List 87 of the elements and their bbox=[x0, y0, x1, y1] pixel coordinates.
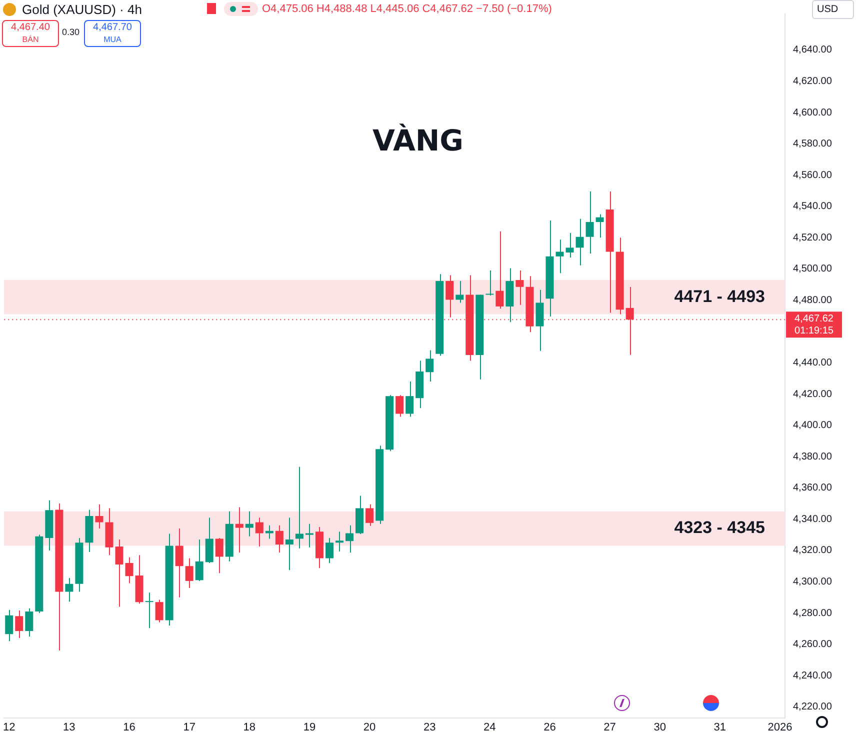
candlestick bbox=[285, 517, 294, 571]
candlestick bbox=[536, 289, 544, 352]
annotation: O4,475.06 H4,488.48 L4,445.06 C4,467.62 −7.50 (−0.17%) bbox=[262, 3, 552, 15]
candlestick bbox=[195, 539, 204, 582]
candlestick bbox=[446, 274, 454, 318]
x-tick-label: 16 bbox=[123, 721, 136, 734]
candlestick bbox=[115, 539, 124, 608]
candlestick bbox=[396, 394, 404, 418]
y-tick-label: 4,600.00 bbox=[793, 107, 832, 118]
x-tick-label: 19 bbox=[303, 721, 316, 734]
x-tick-label: 23 bbox=[423, 721, 436, 734]
candlestick bbox=[205, 517, 214, 564]
y-tick-label: 4,260.00 bbox=[793, 639, 832, 650]
y-tick-label: 4,360.00 bbox=[793, 482, 832, 494]
text: 01:19:15 bbox=[794, 325, 834, 336]
candlestick bbox=[586, 191, 594, 254]
band-label: 4471 - 4493 bbox=[674, 286, 765, 306]
y-tick-label: 4,500.00 bbox=[793, 264, 832, 275]
y-tick-label: 4,540.00 bbox=[793, 201, 832, 212]
x-tick-label: 13 bbox=[63, 721, 76, 734]
text: USD bbox=[812, 0, 854, 19]
candlestick bbox=[406, 381, 414, 418]
text: VÀNG bbox=[372, 124, 464, 158]
candlestick bbox=[295, 466, 304, 549]
y-tick-label: 4,620.00 bbox=[793, 76, 832, 87]
x-tick-label: 18 bbox=[243, 721, 256, 734]
candlestick bbox=[426, 350, 434, 382]
candlestick bbox=[305, 523, 314, 548]
y-tick-label: 4,320.00 bbox=[793, 545, 832, 556]
y-tick-label: 4,220.00 bbox=[793, 702, 832, 713]
x-tick-label: 30 bbox=[654, 721, 666, 734]
annotation: BÁN bbox=[21, 34, 40, 46]
candlestick bbox=[566, 232, 574, 258]
y-tick-label: 4,560.00 bbox=[793, 170, 832, 181]
candlestick bbox=[556, 239, 564, 274]
x-tick-label: 2026 bbox=[768, 721, 792, 734]
candlestick bbox=[255, 517, 264, 548]
candlestick bbox=[95, 504, 104, 530]
candlestick bbox=[15, 610, 24, 639]
y-tick-label: 4,340.00 bbox=[793, 514, 832, 525]
candlestick bbox=[5, 609, 14, 642]
candlestick bbox=[245, 510, 254, 537]
candlestick bbox=[366, 504, 374, 526]
candlestick bbox=[576, 218, 584, 266]
candlestick bbox=[596, 214, 604, 238]
y-tick-label: 4,580.00 bbox=[793, 138, 832, 150]
candlestick bbox=[275, 524, 284, 553]
candlestick bbox=[346, 524, 354, 553]
candlestick bbox=[235, 506, 244, 553]
y-tick-label: 4,640.00 bbox=[793, 44, 832, 56]
x-tick-label: 12 bbox=[2, 721, 16, 734]
x-tick-label: 31 bbox=[714, 721, 726, 734]
candlestick bbox=[516, 270, 524, 306]
y-tick-label: 4,380.00 bbox=[793, 451, 832, 462]
candlestick bbox=[325, 537, 334, 564]
y-tick-label: 4,480.00 bbox=[793, 294, 832, 306]
annotation: 4,467.70 bbox=[92, 22, 133, 34]
candlestick bbox=[185, 558, 194, 588]
candlestick bbox=[496, 230, 504, 310]
candlestick bbox=[155, 599, 164, 623]
annotation: 0.30 bbox=[62, 27, 80, 37]
ref-line-label: 4,467.62 bbox=[794, 313, 834, 324]
y-tick-label: 4,440.00 bbox=[793, 358, 832, 369]
y-tick-label: 4,400.00 bbox=[793, 420, 832, 432]
y-tick-label: 4,420.00 bbox=[793, 388, 832, 400]
y-tick-label: 4,520.00 bbox=[793, 232, 832, 244]
x-tick-label: 27 bbox=[604, 721, 616, 734]
x-tick-label: 24 bbox=[484, 721, 496, 734]
x-tick-label: 26 bbox=[544, 721, 556, 734]
candlestick bbox=[25, 608, 34, 637]
candlestick bbox=[175, 528, 184, 598]
candlestick bbox=[335, 531, 344, 552]
x-tick-label: 17 bbox=[183, 721, 196, 734]
candlestick bbox=[486, 270, 494, 296]
candlestick bbox=[215, 537, 224, 574]
y-tick-label: 4,280.00 bbox=[793, 608, 832, 619]
y-tick-label: 4,240.00 bbox=[793, 670, 832, 682]
x-tick-label: 20 bbox=[363, 721, 376, 734]
candlestick bbox=[456, 280, 464, 304]
candlestick bbox=[125, 556, 134, 584]
annotation: 4,467.40 bbox=[10, 22, 51, 34]
candlestick bbox=[145, 592, 154, 629]
band-label: 4323 - 4345 bbox=[674, 518, 765, 538]
annotation: MUA bbox=[102, 34, 122, 46]
candlestick bbox=[65, 577, 74, 602]
y-tick-label: 4,300.00 bbox=[793, 576, 832, 588]
chart-subtitle: Gold (XAUUSD) · 4h bbox=[22, 2, 142, 17]
